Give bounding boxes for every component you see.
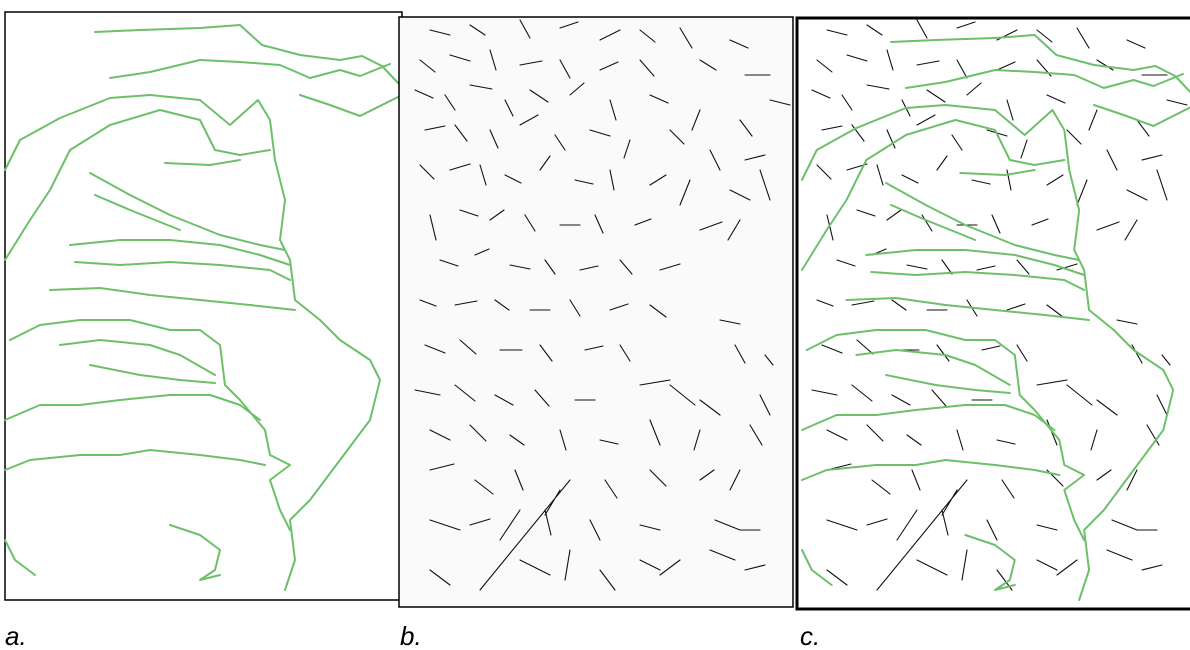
figure: a. b. c. <box>0 0 1190 650</box>
page: {"panels": [{"label": "a."}, {"label": "… <box>0 0 1190 650</box>
panel-c <box>797 18 1190 609</box>
panel-label: a. <box>5 621 27 650</box>
panel-a <box>5 12 402 600</box>
panel-label: c. <box>800 621 820 650</box>
panel-b <box>399 17 793 607</box>
panel-label: b. <box>400 621 422 650</box>
